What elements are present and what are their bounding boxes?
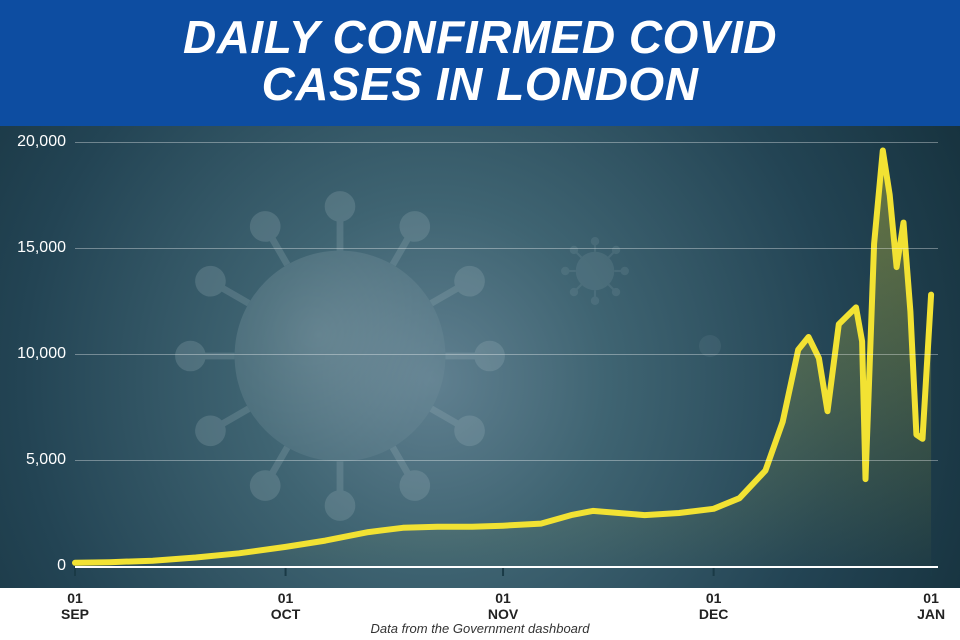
- x-tick: 01JAN: [917, 590, 945, 622]
- chart-plot: [0, 126, 960, 638]
- y-tick-label: 5,000: [6, 451, 66, 469]
- baseline: [75, 566, 938, 568]
- x-tick-day: 01: [917, 590, 945, 606]
- x-tick: 01DEC: [699, 590, 729, 622]
- y-tick-label: 0: [6, 557, 66, 575]
- x-tick-day: 01: [271, 590, 301, 606]
- x-tick-month: OCT: [271, 606, 301, 622]
- x-tick-month: JAN: [917, 606, 945, 622]
- gridline: [75, 142, 938, 143]
- x-tick: 01OCT: [271, 590, 301, 622]
- y-tick-label: 20,000: [6, 133, 66, 151]
- gridline: [75, 354, 938, 355]
- x-tick-month: NOV: [488, 606, 518, 622]
- y-tick-label: 15,000: [6, 239, 66, 257]
- headline-line1: DAILY CONFIRMED COVID: [183, 11, 777, 63]
- x-tick: 01SEP: [61, 590, 89, 622]
- x-tick-day: 01: [699, 590, 729, 606]
- series-area: [75, 150, 931, 566]
- y-tick-label: 10,000: [6, 345, 66, 363]
- x-tick-day: 01: [61, 590, 89, 606]
- x-tick-day: 01: [488, 590, 518, 606]
- gridline: [75, 460, 938, 461]
- x-tick-month: SEP: [61, 606, 89, 622]
- chart-headline: DAILY CONFIRMED COVID CASES IN LONDON: [0, 0, 960, 126]
- gridline: [75, 248, 938, 249]
- x-tick: 01NOV: [488, 590, 518, 622]
- headline-line2: CASES IN LONDON: [262, 58, 699, 110]
- chart-container: 05,00010,00015,00020,000 01SEP01OCT01NOV…: [0, 126, 960, 638]
- source-text: Data from the Government dashboard: [0, 621, 960, 636]
- x-axis-area: 01SEP01OCT01NOV01DEC01JAN Data from the …: [0, 588, 960, 638]
- x-tick-month: DEC: [699, 606, 729, 622]
